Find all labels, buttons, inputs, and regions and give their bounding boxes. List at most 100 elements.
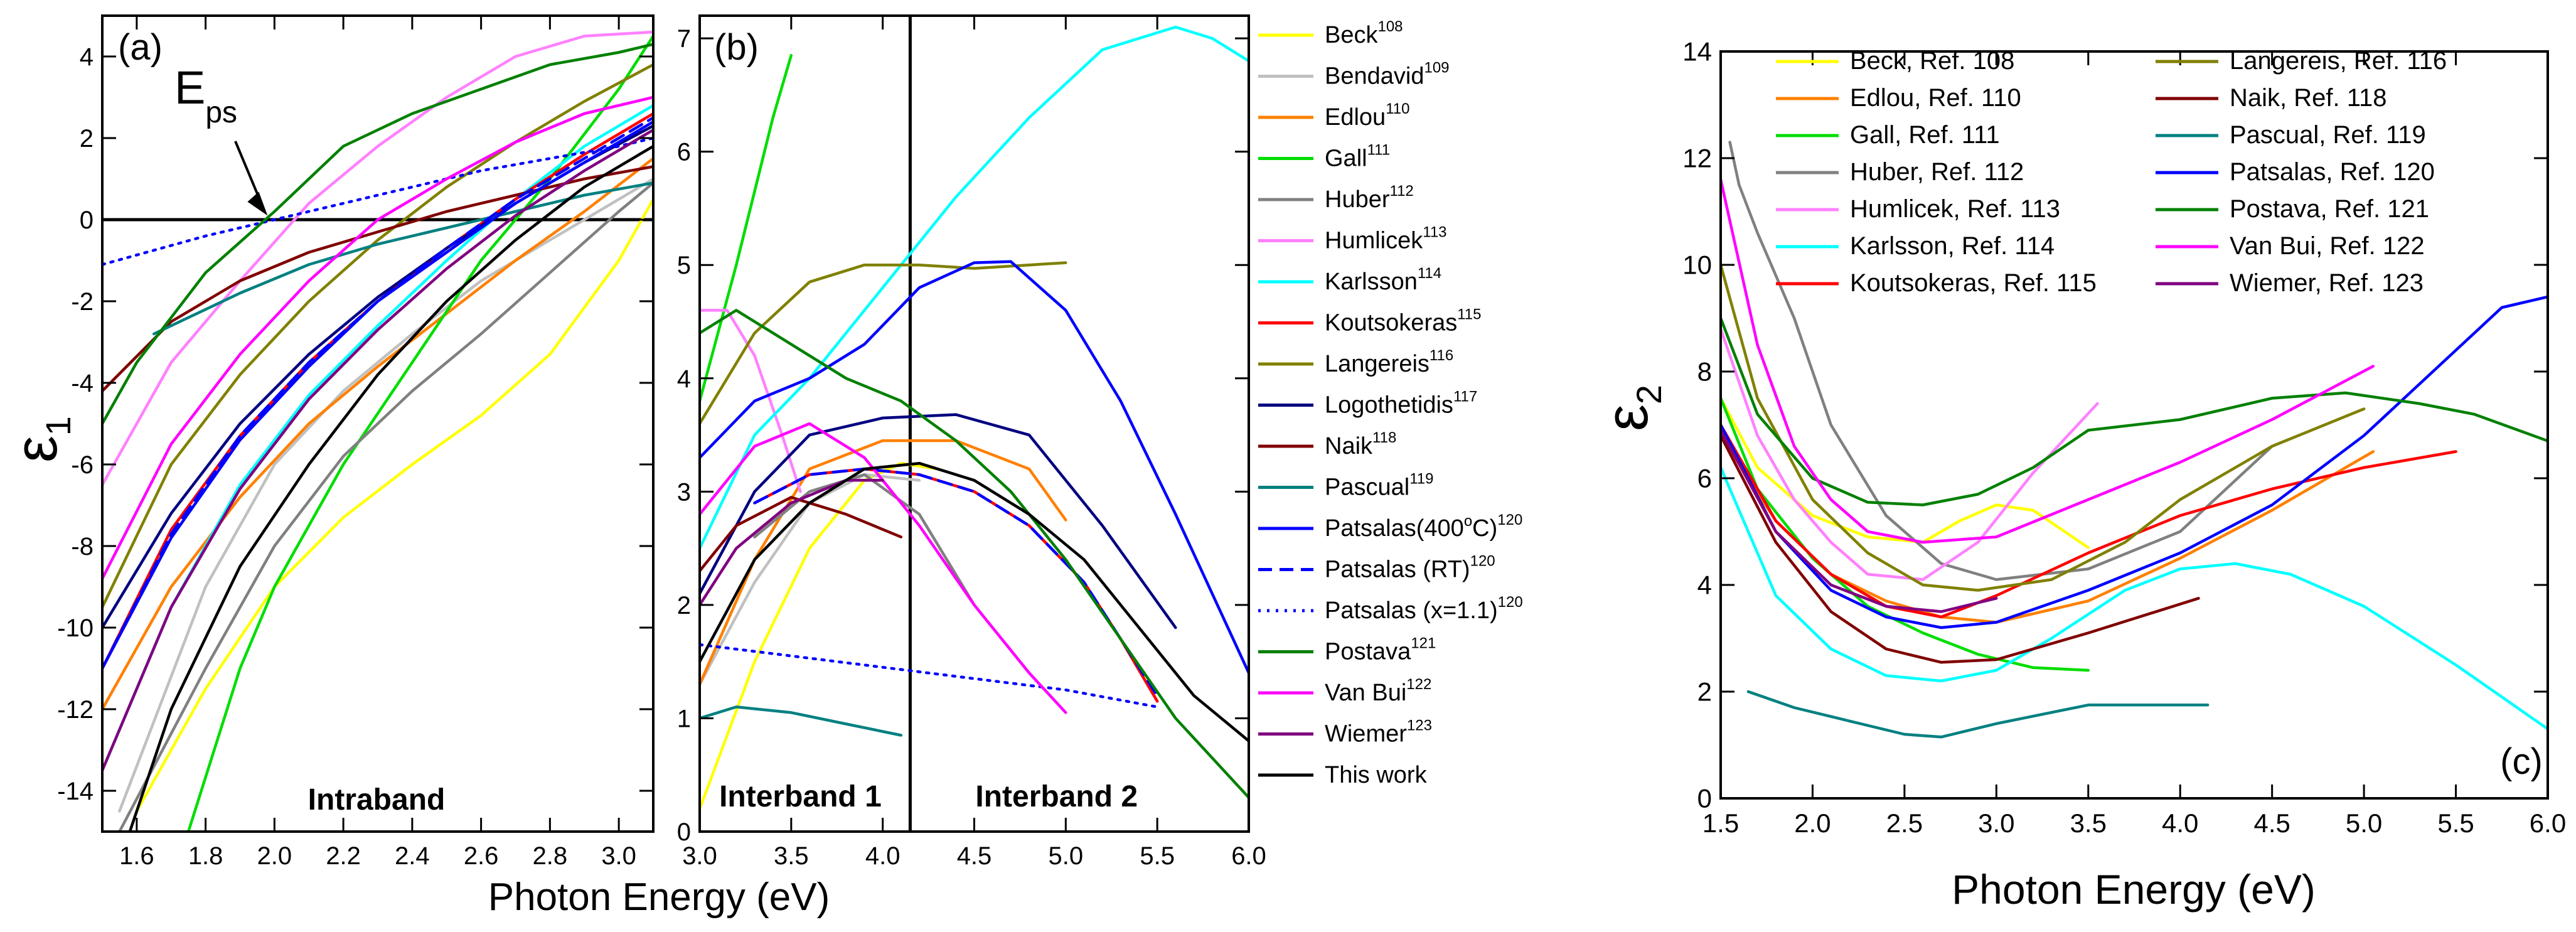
legend-ref-superscript: 111	[1367, 142, 1390, 159]
legend-c-label: Patsalas, Ref. 120	[2230, 158, 2435, 186]
x-axis-label-c: Photon Energy (eV)	[1952, 866, 2316, 913]
y-tick-label: 1	[677, 705, 691, 732]
x-tick-label: 3.0	[1978, 808, 2014, 838]
legend-name: Patsalas (RT)	[1325, 557, 1470, 583]
y-tick-label: -4	[71, 370, 94, 397]
panel-label-b: (b)	[714, 27, 759, 68]
region-label-interband-2: Interband 2	[975, 780, 1138, 813]
series-line-langereis	[102, 63, 653, 609]
series-line-bendavid	[700, 473, 921, 686]
legend-name: Postava	[1325, 639, 1411, 665]
series-group	[700, 25, 1249, 811]
x-tick-label: 4.5	[2253, 808, 2290, 838]
series-line-humlicek	[102, 30, 653, 486]
y-tick-label: 5	[677, 252, 691, 279]
series-line-postava	[1721, 316, 2548, 506]
legend-name: Koutsokeras	[1325, 310, 1457, 336]
x-tick-label: 1.8	[188, 842, 223, 870]
panel-label-a: (a)	[118, 27, 163, 68]
legend-label: Karlsson114	[1325, 265, 1441, 295]
legend-ref-superscript: 116	[1430, 347, 1453, 364]
y-axis-label-a: ε1	[3, 416, 78, 463]
y-tick-label: 12	[1682, 144, 1712, 173]
legend-name: Wiemer	[1325, 721, 1407, 747]
x-tick-label: 5.5	[2437, 808, 2474, 838]
series-line-van-bui	[1721, 178, 2375, 544]
legend-c-label: Edlou, Ref. 110	[1850, 84, 2021, 112]
series-line-bendavid	[118, 177, 653, 813]
series-line-van-bui	[700, 422, 1067, 714]
legend-name: Huber	[1325, 186, 1390, 213]
region-label-interband-1: Interband 1	[719, 780, 882, 813]
series-line-langereis	[1721, 263, 2366, 592]
y-axis-label-c-subscript: 2	[1629, 385, 1669, 404]
legend-label: Langereis116	[1325, 347, 1453, 377]
series-line-patsalas-400-c-	[102, 120, 653, 670]
legend-ref-superscript: 119	[1409, 471, 1433, 488]
legend-label: Naik118	[1325, 429, 1396, 459]
annotation-arrow-head	[247, 191, 268, 216]
legend-ref-superscript: 122	[1406, 676, 1431, 693]
legend-label: Patsalas (RT)120	[1325, 553, 1495, 583]
series-line-postava	[102, 43, 653, 426]
panel-label-c: (c)	[2500, 741, 2543, 782]
x-tick-label: 3.0	[601, 842, 636, 870]
y-tick-label: -6	[71, 451, 94, 479]
legend-name: Langereis	[1325, 351, 1430, 377]
legend-c-label: Naik, Ref. 118	[2230, 84, 2387, 112]
legend-label: Postava121	[1325, 635, 1436, 665]
series-line-postava	[700, 309, 1249, 800]
legend-c-label: Postava, Ref. 121	[2230, 195, 2429, 223]
legend-name: Patsalas(400	[1325, 515, 1464, 542]
y-tick-label: 6	[1697, 464, 1712, 493]
plot-frame	[101, 14, 655, 833]
plot-frame	[1719, 50, 2549, 800]
legend-name: Karlsson	[1325, 269, 1418, 295]
legend-ref-superscript: 115	[1457, 306, 1481, 323]
y-tick-label: 0	[677, 818, 691, 846]
series-line-pascual	[700, 705, 903, 737]
legend-name-tail: C)	[1472, 515, 1497, 542]
x-tick-label: 5.0	[2346, 808, 2382, 838]
legend-name: Van Bui	[1325, 680, 1406, 706]
x-tick-label: 2.4	[395, 842, 430, 870]
legend-ref-superscript: 110	[1386, 100, 1409, 117]
x-tick-label: 2.8	[533, 842, 568, 870]
legend-name: Patsalas (x=1.1)	[1325, 597, 1498, 624]
y-tick-label: 7	[677, 25, 691, 53]
x-tick-label: 2.2	[326, 842, 361, 870]
x-axis-label: Photon Energy (eV)	[488, 876, 830, 919]
legend-c-label: Karlsson, Ref. 114	[1850, 232, 2055, 260]
legend-degree-superscript: o	[1464, 513, 1472, 530]
series-line-this-work	[128, 144, 653, 832]
series-group	[102, 30, 653, 832]
legend-name: Bendavid	[1325, 63, 1424, 90]
panel-c: 1.5 2.0 2.5 3.0 3.5 4.0 4.5 5.0 5.5 6.0 0 2 4 6 8 10 12 1…	[1593, 37, 2566, 913]
legend-name: Pascual	[1325, 474, 1409, 501]
legend-c-label: Koutsokeras, Ref. 115	[1850, 269, 2097, 297]
y-tick-label: 2	[80, 125, 94, 153]
x-tick-label: 2.0	[257, 842, 292, 870]
series-line-van-bui	[102, 95, 653, 581]
legend-label: Wiemer123	[1325, 717, 1432, 747]
legend-ref-superscript: 120	[1497, 512, 1522, 528]
x-tick-label: 3.0	[682, 842, 717, 870]
x-tick-label: 4.5	[957, 842, 992, 870]
legend-name: This work	[1325, 762, 1428, 788]
legend-label: Gall111	[1325, 142, 1390, 172]
legend-c-label: Gall, Ref. 111	[1850, 121, 2000, 149]
y-tick-label: 2	[1697, 677, 1712, 707]
legend-label: Patsalas(400oC)120	[1325, 512, 1522, 542]
series-line-huber	[753, 473, 976, 607]
series-line-patsalas-x-1-1-	[102, 136, 653, 266]
region-label-intraband: Intraband	[308, 783, 446, 817]
x-tick-label: 2.0	[1794, 808, 1830, 838]
legend-c-label: Wiemer, Ref. 123	[2230, 269, 2424, 297]
y-tick-label: -14	[57, 778, 94, 805]
series-line-wiemer	[102, 128, 653, 772]
legend-label: Huber112	[1325, 183, 1414, 213]
legend-ref-superscript: 114	[1418, 265, 1441, 282]
legend-label: Humlicek113	[1325, 224, 1447, 254]
x-tick-label: 4.0	[865, 842, 901, 870]
legend-ref-superscript: 121	[1411, 635, 1436, 652]
